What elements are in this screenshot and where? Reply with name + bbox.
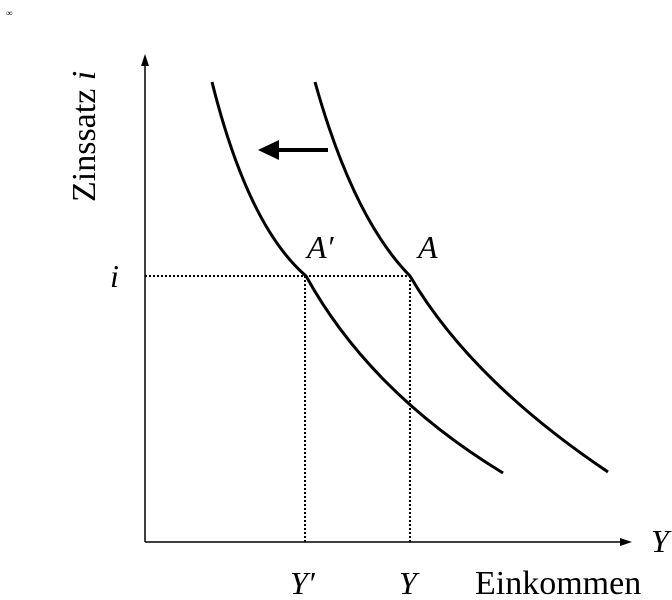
y-axis-title: Zinssatz i [66, 71, 103, 202]
interest-rate-tick-label: i [110, 258, 119, 294]
is-curve-shifted [210, 81, 504, 475]
x-axis-end-label: Y [651, 523, 672, 559]
point-a-prime-label: A′ [305, 229, 335, 265]
x-axis-title: Einkommen [475, 565, 641, 600]
shift-arrow-head [258, 140, 279, 160]
x-axis-arrowhead [620, 538, 632, 546]
y-prime-tick-label: Y′ [290, 565, 316, 600]
point-a-label: A [416, 229, 438, 265]
y-axis-arrowhead [141, 54, 149, 66]
y-tick-label: Y [399, 565, 420, 600]
corner-mark: ∞ [6, 8, 12, 18]
